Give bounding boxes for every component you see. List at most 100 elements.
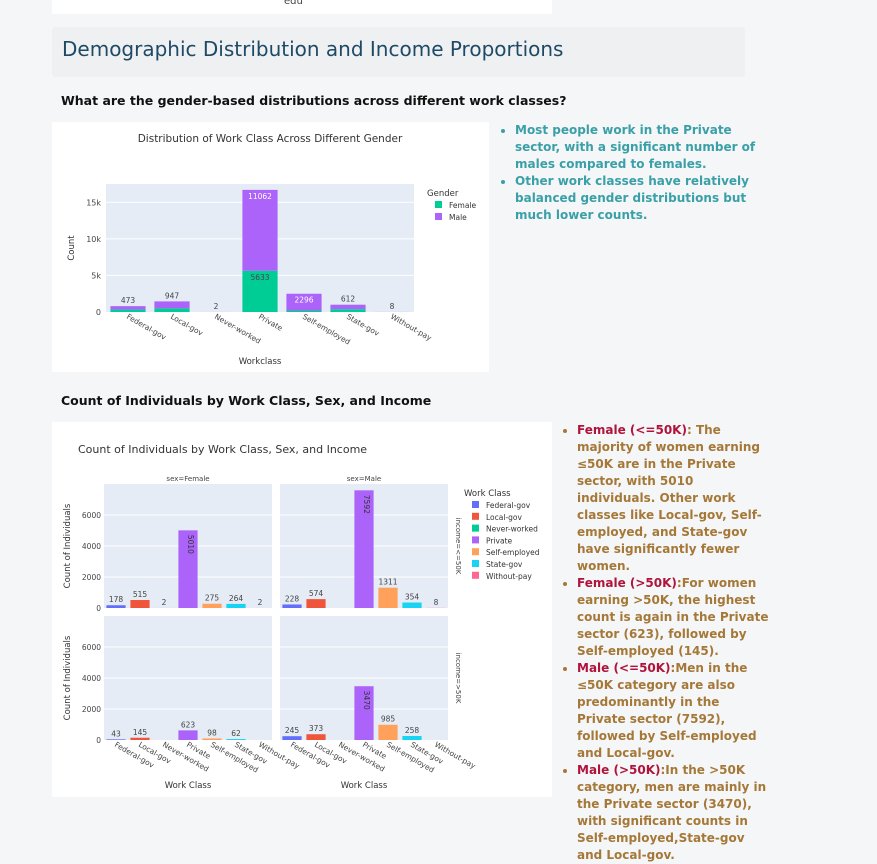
data-label: 623 [181, 720, 196, 729]
bar-female-federal-gov [110, 310, 145, 312]
bar-female-self-employed [286, 311, 321, 312]
note-item: Male (<=50K):Men in the ≤50K category ar… [577, 660, 772, 762]
note-text: :In the >50K category, men are mainly in… [577, 763, 766, 862]
x-tick-label: Federal-gov [125, 312, 168, 342]
chart-title: Distribution of Work Class Across Differ… [138, 133, 403, 145]
data-label: 473 [121, 296, 136, 305]
y-axis-label: Count of Individuals [63, 635, 73, 720]
data-label: 62 [231, 729, 241, 738]
x-tick-label: Never-worked [213, 312, 263, 346]
y-tick-label: 4000 [82, 674, 101, 683]
data-label: 373 [309, 724, 324, 733]
top-caption: edu [284, 0, 303, 7]
facet-col-title: sex=Female [166, 475, 209, 483]
legend-label: State-gov [486, 560, 523, 569]
data-label: 574 [309, 589, 324, 598]
y-tick-label: 6000 [82, 511, 101, 520]
bar-female-state-gov [330, 309, 365, 312]
bar-female-local-gov [154, 308, 189, 312]
data-label: 985 [381, 715, 396, 724]
legend-swatch [472, 525, 479, 532]
notes-list-2: Female (<=50K): The majority of women ea… [559, 422, 772, 864]
y-axis-label: Count of Individuals [63, 503, 73, 588]
y-tick-label: 0 [96, 308, 101, 317]
facet-row-title: income=<=50K [454, 518, 462, 575]
previous-chart-bottom: edu [52, 0, 552, 14]
bar-state-gov [226, 604, 245, 608]
legend-swatch [472, 572, 479, 579]
y-tick-label: 15k [86, 198, 101, 207]
bar-local-gov [306, 734, 325, 740]
bar-federal-gov [106, 605, 125, 608]
y-axis-label: Count [67, 235, 77, 261]
note-text: : The majority of women earning ≤50K are… [577, 423, 762, 573]
legend-swatch [435, 213, 442, 220]
x-tick-label: State-gov [345, 312, 381, 338]
bar-state-gov [402, 736, 421, 740]
y-tick-label: 0 [96, 604, 101, 613]
legend-label: Private [486, 536, 513, 545]
bar-federal-gov [106, 739, 125, 740]
gender-workclass-chart: 0 5k 10k 15k Distribution of Work Class Acro… [52, 122, 489, 372]
facet-col-title: sex=Male [347, 475, 381, 483]
data-label: 1311 [378, 578, 397, 587]
legend-swatch [472, 536, 479, 543]
legend-label: Self-employed [486, 548, 540, 557]
section-header: Demographic Distribution and Income Prop… [52, 27, 745, 77]
legend-swatch [472, 513, 479, 520]
bar-male-local-gov [154, 301, 189, 308]
bar-local-gov [130, 600, 149, 608]
facet-row-title: income=>50K [454, 653, 462, 704]
bar-male-state-gov [330, 305, 365, 309]
x-tick-label: Self-employed [301, 312, 352, 347]
data-label: 8 [390, 302, 395, 311]
note-item: Female (>50K):For women earning >50K, th… [577, 575, 772, 660]
note-item: Male (>50K):In the >50K category, men ar… [577, 762, 772, 864]
bar-male-federal-gov [110, 306, 145, 309]
x-tick-label: Private [257, 312, 284, 333]
y-tick-label: 4000 [82, 542, 101, 551]
legend-label: Never-worked [486, 525, 538, 534]
data-label: 275 [205, 594, 220, 603]
data-label: 2 [258, 598, 263, 607]
legend-title: Work Class [464, 489, 511, 499]
x-axis-label: Workclass [239, 357, 282, 367]
x-tick-label: Without-pay [389, 312, 434, 343]
x-axis-label: Work Class [165, 781, 212, 791]
data-label: 515 [133, 590, 148, 599]
legend-swatch [472, 501, 479, 508]
data-label: 7592 [362, 495, 371, 514]
bar-state-gov [402, 603, 421, 608]
data-label: 43 [111, 729, 121, 738]
data-label: 612 [341, 295, 356, 304]
bar-private [178, 730, 197, 740]
bar-state-gov [226, 739, 245, 740]
note-label: Male (<=50K) [577, 661, 671, 675]
bar-local-gov [130, 738, 149, 740]
data-label: 145 [133, 728, 148, 737]
data-label: 98 [207, 728, 217, 737]
y-tick-label: 2000 [82, 705, 101, 714]
bar-federal-gov [282, 604, 301, 608]
legend-swatch [472, 560, 479, 567]
data-label: 3470 [362, 691, 371, 710]
y-tick-label: 0 [96, 736, 101, 745]
y-tick-label: 10k [86, 235, 101, 244]
data-label: 354 [405, 593, 420, 602]
bar-self-employed [378, 588, 397, 608]
data-label: 2 [214, 302, 219, 311]
data-label: 2 [162, 598, 167, 607]
data-label: 947 [165, 291, 180, 300]
legend-label: Federal-gov [486, 501, 531, 510]
bar-self-employed [378, 725, 397, 740]
x-tick-label: Local-gov [169, 312, 205, 338]
legend-label: Without-pay [486, 572, 532, 581]
question-1: What are the gender-based distributions … [61, 93, 566, 108]
legend-label: Local-gov [486, 513, 522, 522]
data-label: 5010 [186, 535, 195, 554]
section-title: Demographic Distribution and Income Prop… [62, 37, 563, 61]
note-label: Male (>50K) [577, 763, 661, 777]
question-2: Count of Individuals by Work Class, Sex,… [61, 393, 431, 408]
bar-male-private [242, 190, 277, 271]
y-tick-label: 5k [91, 271, 101, 280]
